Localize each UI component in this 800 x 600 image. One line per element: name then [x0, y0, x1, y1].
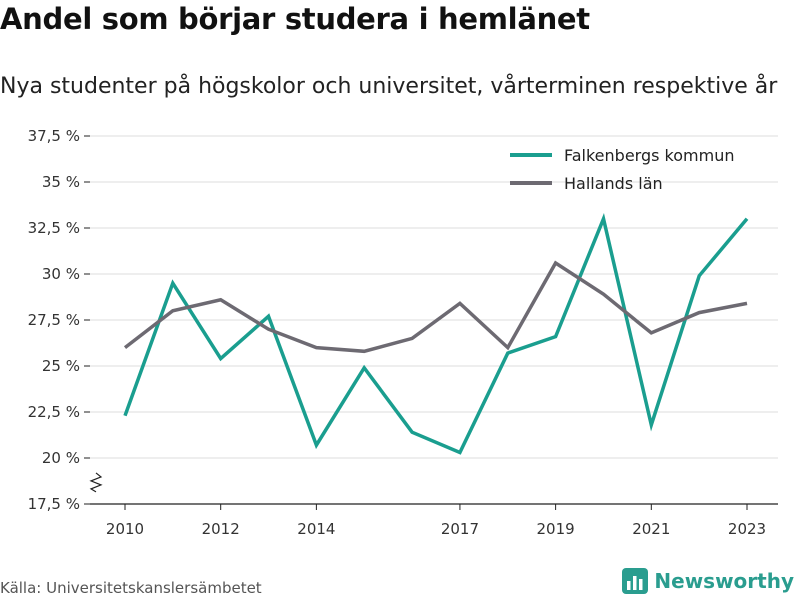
y-tick-label: 20 %: [42, 449, 80, 467]
brand-logo: Newsworthy: [622, 568, 794, 594]
series-lines: [123, 213, 749, 455]
chart-subtitle: Nya studenter på högskolor och universit…: [0, 74, 778, 99]
legend: Falkenbergs kommun Hallands län: [510, 146, 734, 193]
gridlines: [90, 135, 778, 459]
axis-break-icon: [89, 472, 103, 493]
x-tick-label: 2019: [537, 520, 575, 538]
y-tick-label: 30 %: [42, 265, 80, 283]
y-tick-label: 35 %: [42, 173, 80, 191]
legend-label-falkenbergs-kommun: Falkenbergs kommun: [564, 146, 734, 165]
y-tick-label: 22,5 %: [28, 403, 80, 421]
y-tick-label: 27,5 %: [28, 311, 80, 329]
y-tick-label: 25 %: [42, 357, 80, 375]
source-note: Källa: Universitetskanslersämbetet: [0, 579, 262, 597]
x-tick-label: 2010: [106, 520, 144, 538]
x-tick-label: 2014: [297, 520, 335, 538]
legend-label-hallands-l-n: Hallands län: [564, 174, 663, 193]
x-tick-label: 2021: [632, 520, 670, 538]
axes: 17,5 % 20 % 22,5 % 25 % 27,5 % 30 % 32,5 % 35 %…: [28, 127, 778, 538]
x-tick-label: 2023: [728, 520, 766, 538]
x-tick-label: 2017: [441, 520, 479, 538]
series-line-falkenbergs-kommun: [123, 213, 749, 455]
y-tick-label: 17,5 %: [28, 495, 80, 513]
chart-title: Andel som börjar studera i hemlänet: [0, 2, 590, 36]
bar-chart-icon: [622, 568, 649, 594]
x-tick-label: 2012: [202, 520, 240, 538]
y-tick-label: 32,5 %: [28, 219, 80, 237]
series-line-hallands-l-n: [123, 260, 748, 354]
y-tick-label: 37,5 %: [28, 127, 80, 145]
brand-name: Newsworthy: [654, 569, 794, 593]
